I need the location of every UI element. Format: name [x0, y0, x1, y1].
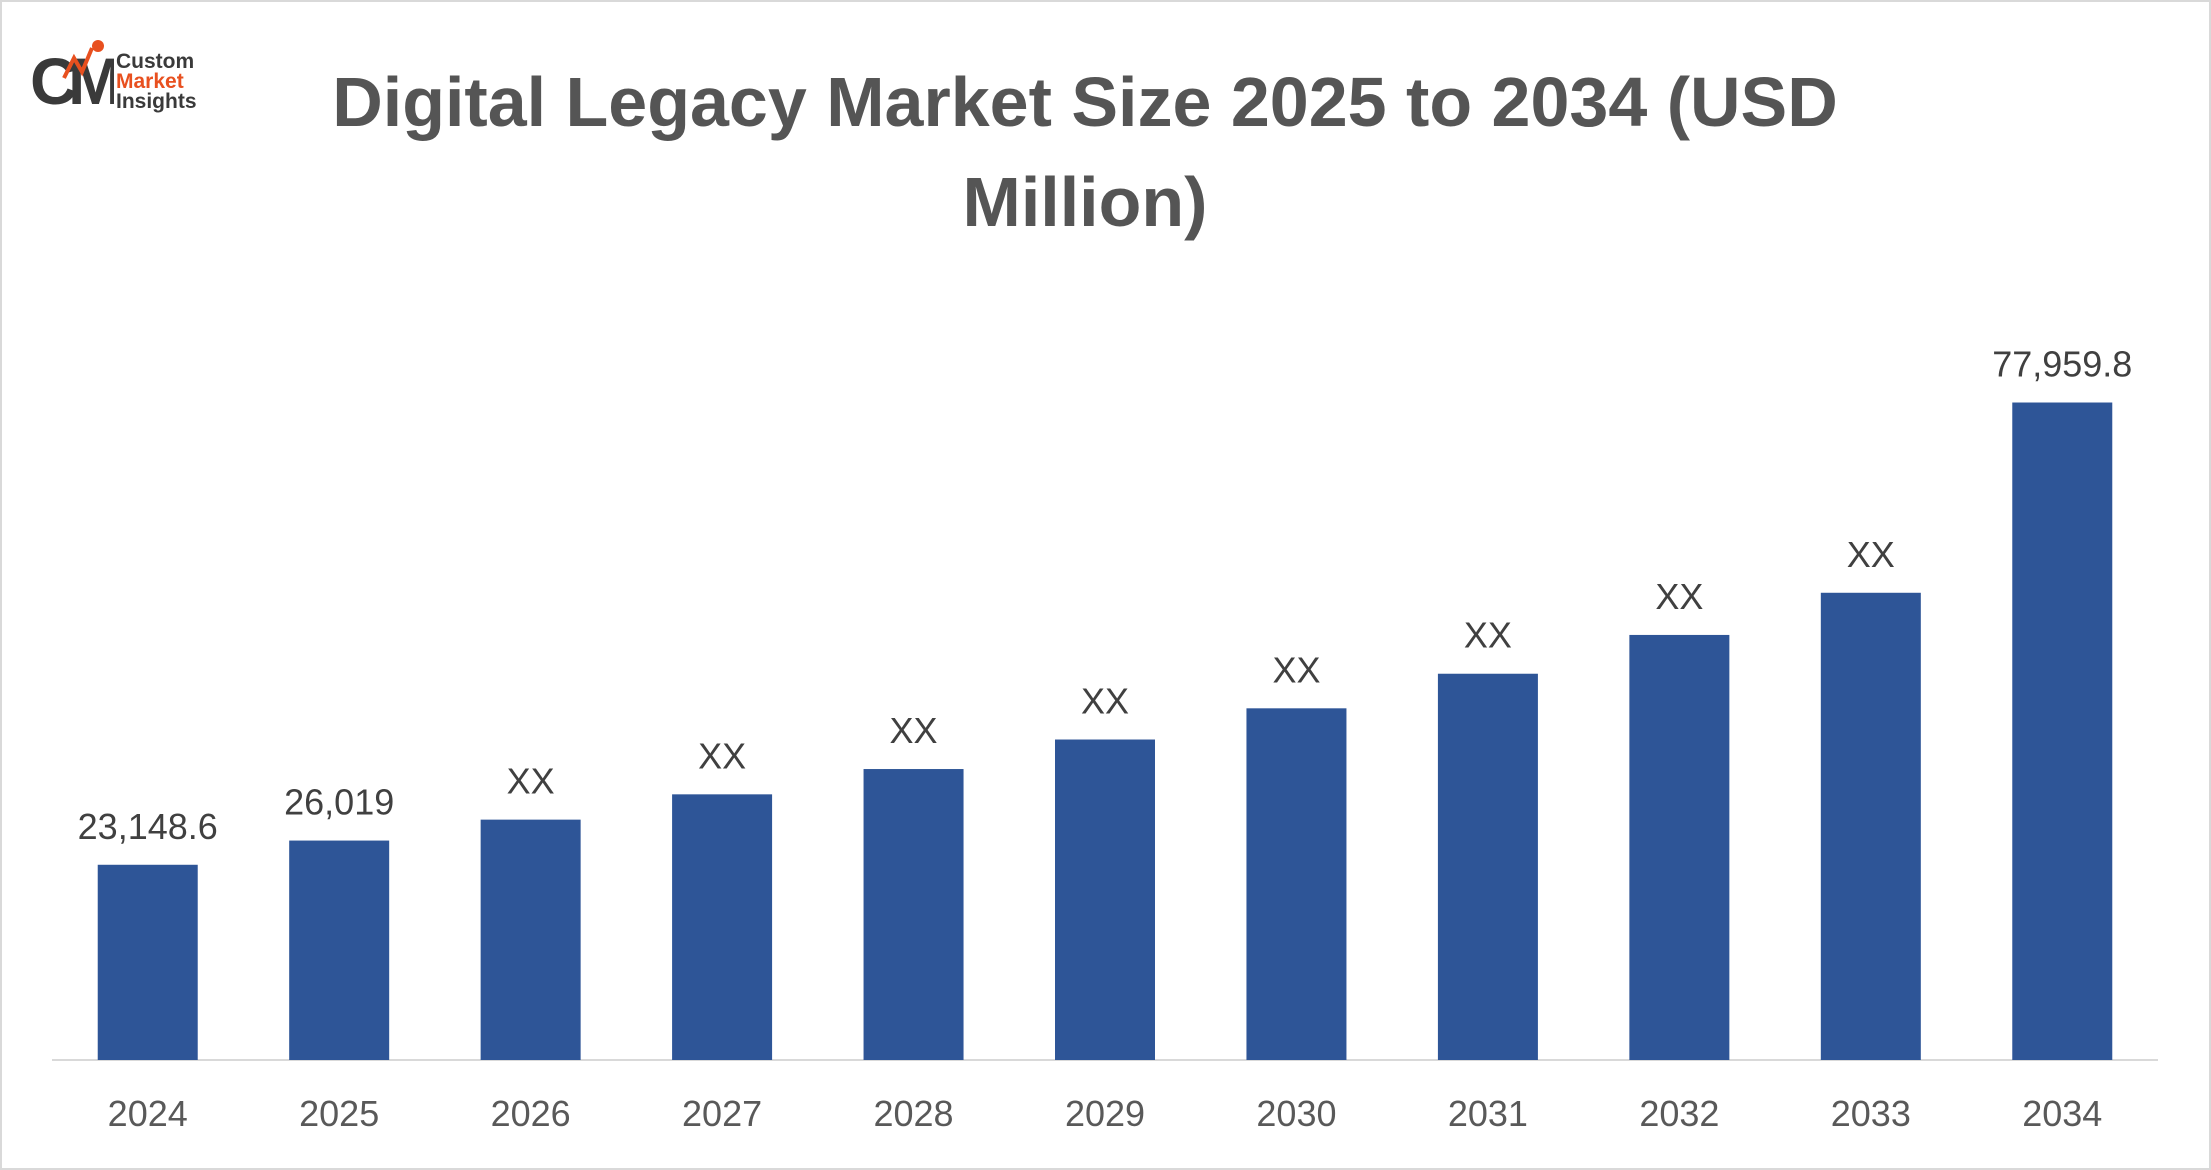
data-label-2028: XX: [890, 710, 938, 751]
bar-2034: [2012, 402, 2113, 1061]
bar-2026: [480, 819, 581, 1060]
svg-text:C: C: [30, 44, 78, 118]
data-label-2032: XX: [1655, 576, 1703, 617]
data-label-2024: 23,148.6: [78, 806, 218, 847]
data-label-2026: XX: [507, 761, 555, 802]
bar-2028: [863, 769, 964, 1060]
logo-line-1: Custom: [116, 50, 195, 73]
x-tick-label-2024: 2024: [108, 1093, 188, 1134]
bar-2029: [1055, 739, 1155, 1060]
bar-2025: [289, 840, 390, 1060]
chart-title: Digital Legacy Market Size 2025 to 2034 …: [332, 63, 1838, 241]
x-tick-label-2030: 2030: [1256, 1093, 1336, 1134]
bar-2032: [1629, 634, 1730, 1060]
x-tick-label-2029: 2029: [1065, 1093, 1145, 1134]
x-tick-label-2032: 2032: [1639, 1093, 1719, 1134]
bar-2024: [97, 864, 198, 1060]
data-label-2030: XX: [1272, 649, 1320, 690]
x-tick-label-2028: 2028: [873, 1093, 953, 1134]
logo-text: Custom Market Insights: [116, 50, 197, 113]
svg-text:M: M: [68, 44, 114, 118]
bar-2030: [1246, 708, 1347, 1060]
x-tick-label-2034: 2034: [2022, 1093, 2102, 1134]
x-tick-label-2027: 2027: [682, 1093, 762, 1134]
x-tick-label-2031: 2031: [1448, 1093, 1528, 1134]
x-tick-label-2025: 2025: [299, 1093, 379, 1134]
data-label-2031: XX: [1464, 615, 1512, 656]
data-label-2025: 26,019: [284, 782, 394, 823]
company-logo: C M Custom Market Insights: [30, 38, 230, 120]
data-label-2034: 77,959.8: [1992, 344, 2132, 385]
x-tick-label-2033: 2033: [1831, 1093, 1911, 1134]
bar-2031: [1437, 673, 1538, 1060]
x-tick-label-2026: 2026: [491, 1093, 571, 1134]
data-label-2029: XX: [1081, 681, 1129, 722]
logo-mark-icon: C M: [30, 40, 114, 118]
data-label-2027: XX: [698, 735, 746, 776]
logo-line-3: Insights: [116, 90, 197, 113]
bar-2033: [1820, 592, 1921, 1060]
bar-2027: [672, 794, 773, 1060]
logo-line-2: Market: [116, 70, 184, 93]
data-label-2033: XX: [1847, 534, 1895, 575]
